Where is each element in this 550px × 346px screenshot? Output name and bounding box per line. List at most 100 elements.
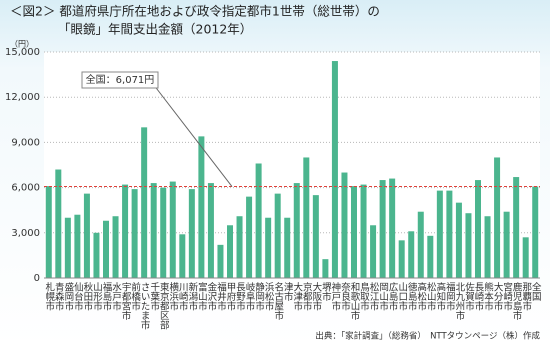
bar [293,183,300,278]
x-tick-label: 山形市 [91,282,103,311]
x-tick-label: 高松市 [415,281,427,311]
bar [360,184,367,278]
bar [74,214,81,278]
bar [312,195,319,278]
x-tick-label: 浜松市 [263,282,275,311]
chart-title: ＜図2＞ 都道府県庁所在地および政令指定都市1世帯（総世帯）の [10,4,380,19]
bar [236,216,243,278]
x-tick-label: 和歌山市 [349,282,361,321]
bar [246,196,253,278]
bar [341,172,348,278]
bar [169,181,176,278]
x-tick-label: 青森市 [53,281,65,311]
bar [417,211,424,278]
bar [532,186,539,278]
bar [465,213,472,278]
y-tick-label: 3,000 [11,228,40,239]
y-tick-label: 0 [34,273,40,284]
bar [379,180,386,278]
bar [370,225,377,278]
bar [55,169,62,278]
y-unit: （円） [10,40,34,49]
x-tick-label: 大阪市 [310,281,322,311]
x-tick-label: 富山市 [196,281,208,311]
x-tick-label: 堺市 [320,281,332,302]
x-tick-label: 長野市 [234,282,246,311]
bar [131,189,138,278]
bar [112,216,119,278]
bar [522,237,529,278]
bar [408,231,415,278]
bar [64,217,71,278]
bar [93,232,100,278]
bar [494,157,501,278]
x-tick-label: 横浜市 [167,281,179,311]
chart-subtitle: 「眼鏡」年間支出金額（2012年） [58,22,252,37]
x-tick-label: さいたま市 [139,282,151,330]
x-tick-label: 長崎市 [473,282,485,311]
y-tick-label: 6,000 [11,183,40,194]
x-tick-label: 鳥取市 [358,281,370,311]
x-tick-label: 神戸市 [329,281,341,311]
x-tick-label: 秋田市 [81,281,93,311]
x-tick-label: 北九州市 [453,282,465,321]
bar [455,202,462,278]
bar [274,193,281,278]
x-tick-label: 佐賀市 [463,281,475,311]
bar [217,244,224,278]
bar [389,178,396,278]
x-tick-label: 甲府市 [225,282,237,311]
bar [436,190,443,278]
bar [141,127,148,278]
bar [179,234,186,278]
x-tick-label: 那覇市 [520,282,532,311]
callout-line [149,79,233,187]
x-tick-label: 名古屋市 [272,281,284,321]
x-tick-label: 水戸市 [110,281,122,311]
x-tick-label: 徳島市 [406,281,418,311]
y-tick-label: 12,000 [5,92,40,103]
y-tick-label: 15,000 [5,47,40,58]
bar [198,136,205,278]
x-tick-label: 松山市 [425,281,437,311]
reference-label: 全国：6,071円 [86,73,155,86]
bar [227,225,233,278]
source: 出典：「家計調査」（総務省） NTTタウンページ（株）作成 [315,331,540,342]
bar [503,211,510,278]
x-tick-label: 高知市 [434,281,446,311]
x-tick-label: 川崎市 [177,282,189,311]
bar [103,220,109,278]
x-tick-label: 奈良市 [339,281,351,311]
bar [83,193,90,278]
bar [446,190,453,278]
x-tick-label: 札幌市 [43,281,55,311]
x-tick-label: 宮崎市 [501,281,513,311]
bar [484,216,491,278]
bar [122,184,129,278]
bar [45,186,52,278]
x-tick-label: 津市 [282,282,294,302]
x-tick-label: 千葉市 [148,282,160,311]
x-tick-label: 前橋市 [129,281,141,311]
x-tick-label: 松江市 [368,281,380,311]
x-tick-label: 山口市 [396,282,408,311]
bar [475,180,481,278]
x-tick-label: 京都市 [301,281,313,311]
x-tick-label: 鹿児島市 [511,281,523,321]
x-tick-label: 金沢市 [205,281,217,311]
bar [322,259,329,278]
x-tick-label: 福井市 [215,281,227,311]
x-tick-label: 仙台市 [72,281,84,311]
x-tick-label: 岡山市 [377,282,389,311]
bar [265,217,272,278]
x-tick-label: 熊本市 [482,281,494,311]
x-tick-label: 盛岡市 [62,281,74,311]
bar [513,177,520,278]
x-tick-label: 岐阜市 [244,281,256,311]
x-tick-label: 静岡市 [253,281,265,311]
y-tick-label: 9,000 [11,137,40,148]
bar [398,240,405,278]
x-tick-label: 広島市 [387,281,399,311]
x-tick-label: 全国 [530,281,542,302]
